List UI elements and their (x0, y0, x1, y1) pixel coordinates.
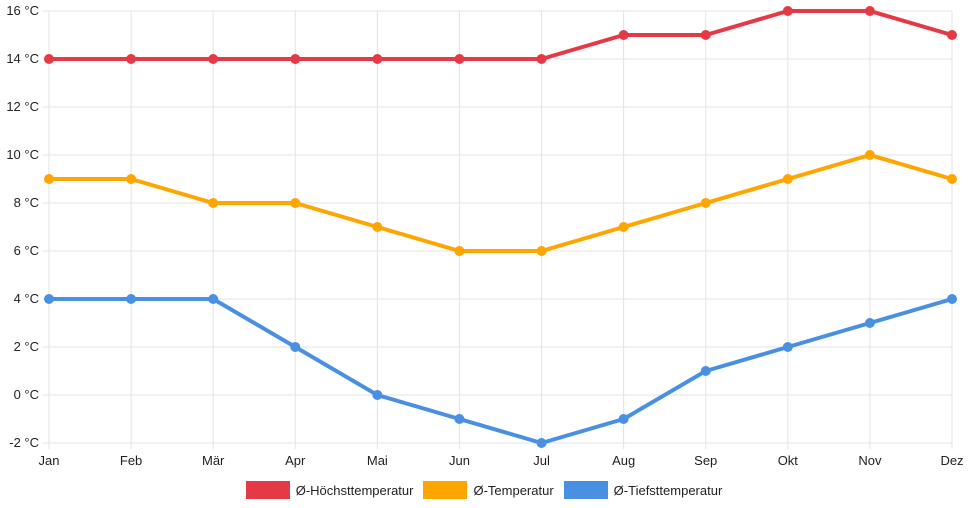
data-point (454, 54, 465, 64)
data-point (454, 414, 465, 424)
data-point (782, 174, 793, 184)
legend-item-high[interactable]: Ø-Höchsttemperatur (245, 481, 414, 499)
x-tick-label: Mär (202, 453, 225, 468)
chart-legend: Ø-Höchsttemperatur Ø-Temperatur Ø-Tiefst… (0, 481, 968, 499)
x-tick-label: Nov (858, 453, 882, 468)
legend-swatch (563, 481, 608, 499)
data-point (208, 198, 219, 208)
data-point (44, 294, 54, 304)
x-tick-label: Feb (120, 453, 142, 468)
data-point (208, 54, 219, 64)
data-point (864, 150, 875, 160)
data-point (454, 246, 465, 256)
data-point (44, 54, 54, 64)
data-point (536, 54, 547, 64)
data-point (618, 30, 629, 40)
data-point (290, 198, 301, 208)
data-point (372, 390, 383, 400)
legend-swatch (245, 481, 290, 499)
x-tick-label: Okt (778, 453, 799, 468)
y-tick-label: 14 °C (6, 51, 39, 66)
data-point (536, 438, 547, 448)
legend-label: Ø-Höchsttemperatur (295, 482, 414, 498)
y-tick-label: 16 °C (6, 3, 39, 18)
x-tick-label: Dez (940, 453, 963, 468)
data-point (536, 246, 547, 256)
data-point (290, 342, 301, 352)
y-tick-label: 4 °C (14, 291, 39, 306)
data-point (700, 198, 711, 208)
data-point (947, 174, 957, 184)
series-line (49, 297, 953, 445)
data-point (290, 54, 301, 64)
data-point (372, 222, 383, 232)
y-tick-label: 8 °C (14, 195, 39, 210)
legend-item-avg[interactable]: Ø-Temperatur (423, 481, 554, 499)
x-tick-label: Sep (694, 453, 717, 468)
series-line (49, 153, 953, 253)
x-tick-label: Aug (612, 453, 635, 468)
temperature-line-chart: -2 °C 0 °C 2 °C 4 °C 6 °C 8 °C 10 °C 12 °C 14 °C… (6, 3, 963, 468)
y-tick-label: -2 °C (9, 435, 39, 450)
x-tick-label: Jul (533, 453, 550, 468)
legend-swatch (423, 481, 468, 499)
data-point (372, 54, 383, 64)
data-point (208, 294, 219, 304)
x-tick-label: Jan (39, 453, 60, 468)
data-point (700, 30, 711, 40)
data-point (126, 294, 137, 304)
legend-label: Ø-Tiefsttemperatur (613, 482, 723, 498)
legend-item-low[interactable]: Ø-Tiefsttemperatur (563, 481, 723, 499)
data-point (618, 222, 629, 232)
y-tick-label: 6 °C (14, 243, 39, 258)
data-point (947, 294, 957, 304)
data-point (44, 174, 54, 184)
y-tick-label: 10 °C (6, 147, 39, 162)
x-tick-label: Jun (449, 453, 470, 468)
data-point (126, 54, 137, 64)
y-tick-label: 12 °C (6, 99, 39, 114)
data-point (126, 174, 137, 184)
legend-label: Ø-Temperatur (473, 482, 554, 498)
x-tick-label: Apr (285, 453, 306, 468)
data-point (864, 6, 875, 16)
data-point (700, 366, 711, 376)
data-point (618, 414, 629, 424)
data-point (782, 6, 793, 16)
data-point (782, 342, 793, 352)
series-line (49, 9, 953, 61)
y-tick-label: 2 °C (14, 339, 39, 354)
data-point (864, 318, 875, 328)
y-tick-label: 0 °C (14, 387, 39, 402)
x-tick-label: Mai (367, 453, 388, 468)
data-point (947, 30, 957, 40)
